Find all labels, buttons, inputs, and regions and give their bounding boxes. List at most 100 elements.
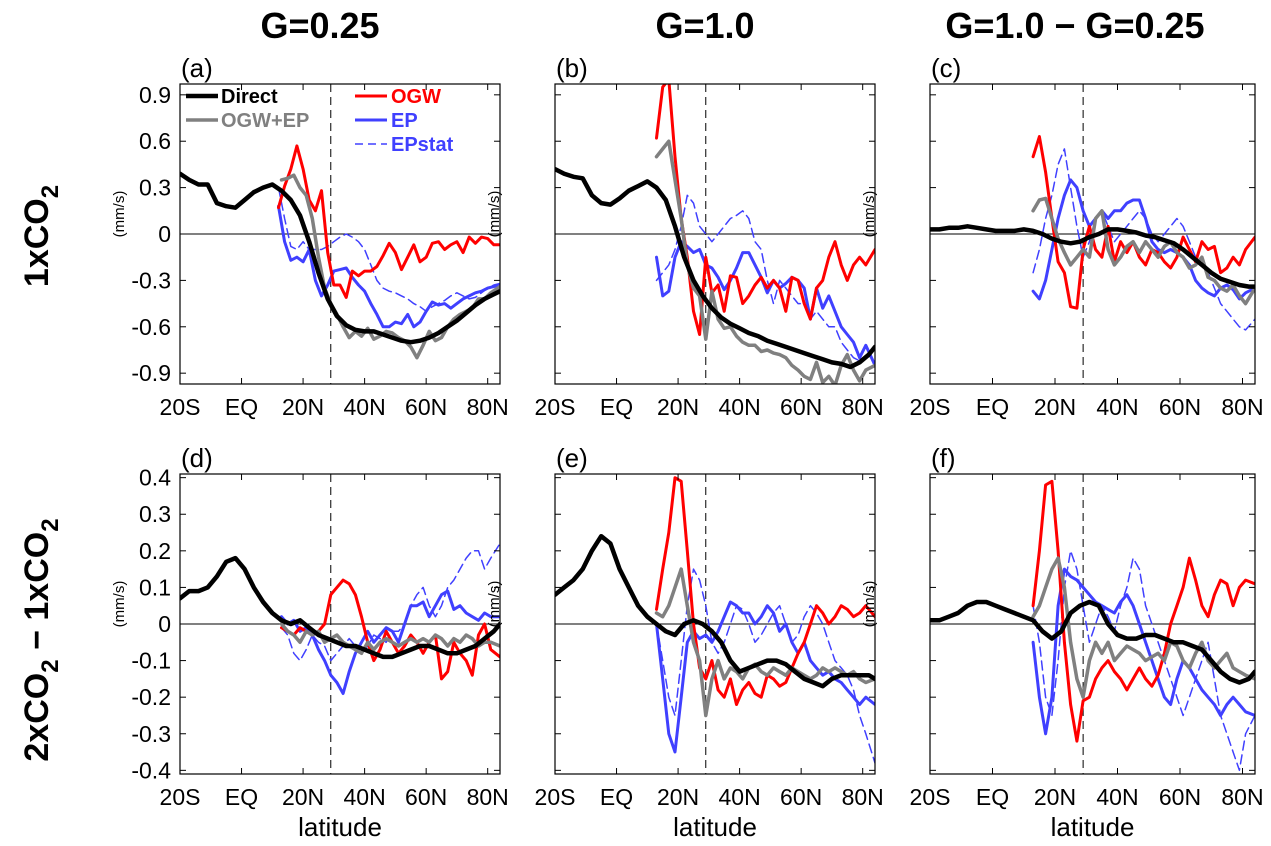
x-tick-label: EQ: [976, 394, 1009, 420]
panel-letter: (a): [181, 53, 213, 83]
units-label: (mm/s): [111, 191, 128, 238]
series-line-ep: [1031, 178, 1255, 301]
panel-f: 20S EQ 20N 40N 60N 80N (mm/s) (f) latitude: [861, 443, 1264, 842]
x-tick-label: 60N: [1159, 784, 1201, 810]
series-line-epstat: [1032, 550, 1255, 772]
series-line-ogw-ep: [654, 567, 875, 718]
x-tick-label: 20N: [657, 784, 699, 810]
x-tick-label: 20S: [910, 394, 951, 420]
y-tick-label: 0.9: [139, 82, 171, 108]
x-tick-label: 40N: [719, 784, 761, 810]
x-tick-label: 60N: [1159, 394, 1201, 420]
x-tick-label: 80N: [1221, 394, 1263, 420]
series-line-direct: [555, 166, 875, 370]
legend-label-ogw: OGW: [391, 86, 441, 108]
y-tick-label: -0.1: [131, 648, 171, 674]
series-line-ogw-ep: [1031, 196, 1255, 306]
y-tick-label: -0.9: [131, 360, 171, 386]
x-tick-label: 20N: [282, 784, 324, 810]
x-tick-label: 80N: [1221, 784, 1263, 810]
y-tick-label: 0: [158, 221, 171, 247]
series-line-ep: [277, 204, 500, 329]
panel-b: 20S EQ 20N 40N 60N 80N (mm/s) (b): [486, 53, 884, 420]
y-tick-label: 0.6: [139, 128, 171, 154]
x-tick-label: 40N: [1096, 394, 1138, 420]
x-tick-label: EQ: [225, 784, 258, 810]
x-axis-label: latitude: [298, 812, 382, 842]
panel-letter: (f): [931, 443, 956, 473]
x-tick-label: 80N: [467, 394, 509, 420]
x-tick-label: EQ: [600, 784, 633, 810]
units-label: (mm/s): [111, 581, 128, 628]
series-line-ogw: [1031, 135, 1255, 310]
series-line-direct: [180, 555, 500, 660]
units-label: (mm/s): [861, 191, 878, 238]
series-line-epstat: [655, 568, 875, 764]
x-tick-label: 20S: [160, 784, 201, 810]
y-tick-label: 0.4: [139, 465, 171, 491]
y-tick-label: -0.4: [131, 757, 171, 783]
legend: Direct OGW+EP OGW EP EPstat: [186, 86, 454, 156]
x-tick-label: 60N: [780, 394, 822, 420]
series-line-ep: [280, 589, 500, 695]
panel-letter: (b): [556, 53, 588, 83]
column-title-g10: G=1.0: [655, 5, 754, 46]
x-tick-label: 40N: [344, 784, 386, 810]
y-tick-label: 0.2: [139, 538, 171, 564]
y-tick-label: 0.1: [139, 574, 171, 600]
panel-e: 20S EQ 20N 40N 60N 80N (mm/s) (e) latitude: [486, 443, 884, 842]
y-tick-label: 0.3: [139, 501, 171, 527]
x-tick-label: 20N: [1034, 784, 1076, 810]
panel-letter: (d): [181, 443, 213, 473]
x-tick-label: EQ: [225, 394, 258, 420]
column-title-difference: G=1.0 − G=0.25: [945, 5, 1204, 46]
series-line-ep: [655, 240, 875, 367]
series-line-direct: [930, 224, 1255, 289]
series-line-ogw: [655, 84, 875, 336]
x-tick-label: 80N: [842, 784, 884, 810]
panel-c: 20S EQ 20N 40N 60N 80N (mm/s) (c): [861, 53, 1264, 420]
series-line-ogw: [655, 476, 875, 706]
units-label: (mm/s): [486, 191, 503, 238]
y-tick-label: -0.3: [131, 721, 171, 747]
y-tick-label: -0.6: [131, 314, 171, 340]
y-tick-label: 0: [158, 611, 171, 637]
series-line-direct: [555, 533, 875, 689]
series-line-ogw-ep: [279, 173, 500, 360]
legend-label-epstat: EPstat: [391, 134, 454, 156]
x-tick-label: 20S: [910, 784, 951, 810]
legend-label-ogw-ep: OGW+EP: [221, 110, 309, 132]
panel-letter: (e): [556, 443, 588, 473]
x-tick-label: 80N: [842, 394, 884, 420]
x-tick-label: 60N: [405, 394, 447, 420]
row-label-2xco2-minus-1xco2: 2xCO2 − 1xCO2: [18, 518, 64, 761]
x-tick-label: 20S: [535, 394, 576, 420]
x-tick-label: 20N: [1034, 394, 1076, 420]
x-tick-label: 40N: [1096, 784, 1138, 810]
panel-letter: (c): [931, 53, 961, 83]
series-line-direct: [180, 171, 500, 345]
x-tick-label: 40N: [344, 394, 386, 420]
x-tick-label: EQ: [600, 394, 633, 420]
y-tick-label: 0.3: [139, 175, 171, 201]
x-tick-label: 20N: [657, 394, 699, 420]
column-title-g025: G=0.25: [260, 5, 379, 46]
x-tick-label: 20S: [160, 394, 201, 420]
panel-a: 20S EQ 20N 40N 60N 80N 0.9 0.6 0.3 0 -0.3 -0.6 -0.9 (…: [111, 53, 509, 420]
y-tick-label: -0.2: [131, 684, 171, 710]
x-axis-label: latitude: [673, 812, 757, 842]
series-line-epstat: [277, 186, 500, 313]
units-label: (mm/s): [486, 581, 503, 628]
x-tick-label: 40N: [719, 394, 761, 420]
series-line-epstat: [655, 194, 875, 362]
series-line-ogw: [1031, 479, 1255, 743]
legend-label-ep: EP: [391, 110, 418, 132]
units-label: (mm/s): [861, 581, 878, 628]
series-line-ogw-ep: [654, 139, 875, 384]
panel-d: 20S EQ 20N 40N 60N 80N 0.4 0.3 0.2 0.1 0 -0.1 -0.2 -0…: [111, 443, 509, 842]
x-tick-label: 20N: [282, 394, 324, 420]
x-tick-label: EQ: [976, 784, 1009, 810]
x-tick-label: 80N: [467, 784, 509, 810]
x-axis-label: latitude: [1051, 812, 1135, 842]
